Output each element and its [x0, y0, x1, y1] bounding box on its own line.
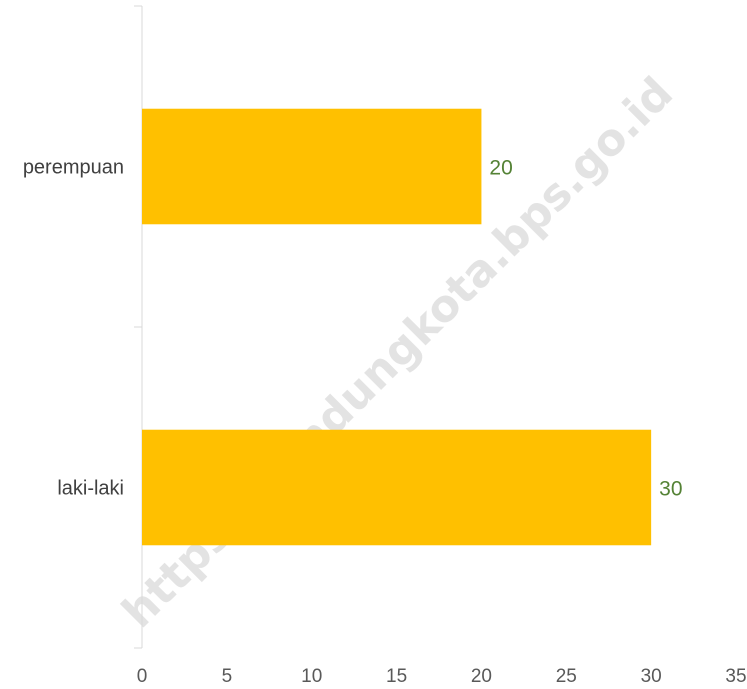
bar-laki-laki: [142, 429, 652, 546]
x-tick-label: 20: [471, 666, 492, 687]
bar-perempuan: [142, 108, 482, 225]
axes: [134, 5, 143, 649]
x-tick-label: 15: [386, 666, 407, 687]
labels: perempuan 20 laki-laki 30 0 5 10 15 20 25 30 35: [23, 157, 747, 688]
category-label: laki-laki: [57, 478, 124, 500]
category-label: perempuan: [23, 157, 124, 179]
x-tick-label: 25: [556, 666, 577, 687]
x-tick-label: 30: [641, 666, 662, 687]
x-tick-label: 10: [301, 666, 322, 687]
x-tick-label: 35: [725, 666, 746, 687]
x-tick-label: 0: [137, 666, 148, 687]
data-label: 30: [659, 478, 682, 501]
data-label: 20: [489, 157, 512, 180]
x-tick-label: 5: [222, 666, 233, 687]
bars: [142, 108, 652, 546]
